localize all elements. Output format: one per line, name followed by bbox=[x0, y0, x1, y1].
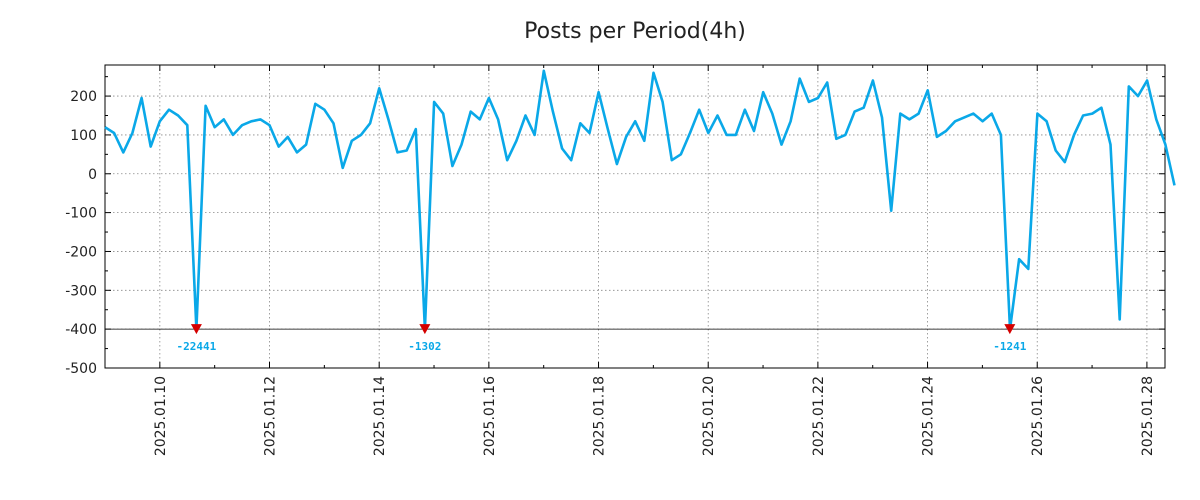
plot-frame bbox=[104, 64, 1166, 369]
outlier-label: -22441 bbox=[177, 340, 217, 353]
y-tick-label: -100 bbox=[65, 206, 97, 222]
y-tick-label: -500 bbox=[65, 361, 97, 377]
series-line-posts bbox=[104, 69, 1176, 331]
chart-title: Posts per Period(4h) bbox=[524, 19, 746, 44]
x-tick-label: 2025.01.22 bbox=[811, 376, 827, 456]
outlier-marker bbox=[190, 324, 202, 335]
y-tick-label: 100 bbox=[70, 128, 97, 144]
outlier-label: -1302 bbox=[408, 340, 441, 353]
series-layer bbox=[104, 69, 1176, 331]
x-tick-label: 2025.01.18 bbox=[592, 376, 608, 456]
x-tick-label: 2025.01.26 bbox=[1030, 376, 1046, 456]
y-tick-label: -300 bbox=[65, 283, 97, 299]
outlier-marker bbox=[1004, 324, 1016, 335]
y-tick-label: 200 bbox=[70, 89, 97, 105]
x-tick-label: 2025.01.20 bbox=[701, 376, 717, 456]
ticks-layer: -500 -400 -300 -200 -100 0 100 200 2025.01.10 202… bbox=[65, 65, 1165, 456]
outlier-marker bbox=[419, 324, 431, 335]
y-tick-label: -400 bbox=[65, 322, 97, 338]
x-tick-label: 2025.01.14 bbox=[372, 376, 388, 456]
y-tick-label: 0 bbox=[88, 167, 97, 183]
grid-layer bbox=[105, 65, 1165, 368]
outlier-label: -1241 bbox=[993, 340, 1026, 353]
annotation-layer: -22441 -1302 -1241 bbox=[177, 324, 1027, 353]
x-tick-label: 2025.01.16 bbox=[482, 376, 498, 456]
x-tick-label: 2025.01.28 bbox=[1140, 376, 1156, 456]
y-tick-label: -200 bbox=[65, 244, 97, 260]
x-tick-label: 2025.01.24 bbox=[921, 376, 937, 456]
x-tick-label: 2025.01.10 bbox=[153, 376, 169, 456]
x-tick-label: 2025.01.12 bbox=[263, 376, 279, 456]
